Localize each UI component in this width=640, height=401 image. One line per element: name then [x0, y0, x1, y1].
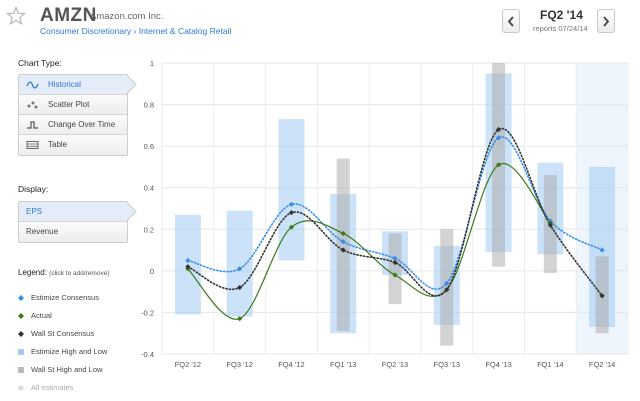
y-tick-label: 0.2	[144, 225, 154, 234]
eps-history-chart: -0.4 -0.2 0 0.2 0.4 0.6 0.8 1 FQ2 '12 FQ3 '12 FQ4 …	[141, 59, 629, 369]
previous-quarter-button[interactable]	[502, 9, 520, 33]
estimize-consensus-point	[599, 247, 605, 253]
sector-breadcrumb[interactable]: Consumer Discretionary › Internet & Cata…	[40, 26, 232, 36]
x-tick-label: FQ2 '13	[382, 360, 408, 369]
company-name: Amazon.com Inc.	[90, 11, 164, 22]
table-icon	[26, 141, 39, 149]
square-icon	[18, 367, 24, 373]
estimize-consensus-point	[340, 239, 346, 245]
actual-point	[340, 230, 346, 237]
actual-line	[187, 162, 551, 320]
x-tick-label: FQ1 '14	[537, 360, 563, 369]
chart-type-label: Scatter Plot	[48, 100, 90, 109]
estimize-consensus-line	[187, 136, 603, 290]
y-tick-label: 0.4	[144, 184, 154, 193]
legend-hint: (click to add/remove)	[49, 270, 110, 277]
report-date: reports 07/24/14	[533, 24, 588, 33]
y-tick-label: 0.8	[144, 101, 154, 110]
ticker-symbol: AMZN	[40, 5, 97, 26]
y-tick-label: -0.2	[141, 308, 154, 317]
circle-icon	[18, 385, 24, 391]
estimize-consensus-point	[392, 255, 398, 261]
chart-type-historical[interactable]: Historical	[19, 75, 127, 95]
chevron-left-icon	[507, 16, 514, 27]
actual-point	[288, 224, 295, 230]
display-title: Display:	[18, 184, 49, 194]
display-selector: EPS Revenue	[18, 201, 128, 243]
legend-title-text: Legend:	[18, 268, 47, 277]
chart-type-scatter-plot[interactable]: Scatter Plot	[19, 95, 127, 115]
wall-st-range-bar	[388, 233, 402, 305]
legend-label: All estimates	[31, 383, 74, 392]
wall-st-consensus-point	[392, 259, 398, 266]
wall-st-range-bar	[336, 158, 350, 332]
legend-title: Legend: (click to add/remove)	[18, 268, 109, 277]
wave-icon	[26, 81, 39, 89]
wall-st-consensus-point	[185, 264, 191, 270]
chart-type-table[interactable]: Table	[19, 135, 127, 155]
estimize-consensus-point	[185, 257, 191, 264]
legend-label: Estimize High and Low	[31, 347, 108, 356]
y-tick-label: 1	[150, 59, 154, 68]
wall-st-consensus-line	[187, 127, 603, 297]
wall-st-consensus-point	[599, 293, 605, 299]
y-tick-label: 0.6	[144, 142, 154, 151]
legend-label: Estimize Consensus	[31, 293, 99, 302]
favorite-star-icon[interactable]	[6, 6, 26, 26]
estimize-range-bar	[278, 119, 305, 261]
diamond-icon	[18, 331, 24, 337]
actual-point	[392, 272, 398, 278]
wall-st-consensus-point	[288, 210, 295, 216]
display-eps[interactable]: EPS	[19, 202, 127, 222]
estimize-consensus-point	[288, 201, 295, 207]
estimize-range-bar	[226, 210, 253, 317]
chart-type-title: Chart Type:	[18, 58, 62, 68]
display-revenue[interactable]: Revenue	[19, 222, 127, 242]
y-tick-label: 0	[150, 267, 154, 276]
scatter-icon	[27, 101, 38, 109]
next-quarter-button[interactable]	[597, 9, 615, 33]
quarter-title: FQ2 '14	[540, 8, 583, 22]
chart-type-label: Historical	[48, 80, 81, 89]
estimize-consensus-point	[495, 135, 502, 141]
wall-st-consensus-point	[547, 222, 553, 228]
step-icon	[27, 121, 38, 129]
x-tick-label: FQ4 '12	[278, 360, 304, 369]
actual-point	[495, 162, 502, 168]
actual-point	[237, 316, 243, 322]
chart-type-change-over-time[interactable]: Change Over Time	[19, 115, 127, 135]
x-tick-label: FQ2 '12	[175, 360, 201, 369]
diamond-icon	[18, 295, 24, 301]
wall-st-consensus-point	[237, 284, 243, 291]
chart-type-label: Change Over Time	[48, 120, 116, 129]
y-tick-label: -0.4	[141, 350, 154, 359]
x-tick-label: FQ4 '13	[485, 360, 511, 369]
square-icon	[18, 349, 24, 355]
chevron-right-icon	[603, 16, 610, 27]
x-tick-label: FQ2 '14	[589, 360, 615, 369]
diamond-icon	[18, 313, 24, 319]
chart-type-label: Table	[48, 140, 68, 149]
legend-label: Actual	[31, 311, 52, 320]
x-tick-label: FQ1 '13	[330, 360, 356, 369]
chart-type-selector: Historical Scatter Plot Change Over Time…	[18, 74, 128, 156]
wall-st-consensus-point	[340, 247, 346, 253]
estimize-consensus-point	[237, 266, 243, 272]
x-tick-label: FQ3 '13	[434, 360, 460, 369]
legend-label: Wall St High and Low	[31, 365, 103, 374]
legend-label: Wall St Consensus	[31, 329, 95, 338]
x-tick-label: FQ3 '12	[226, 360, 252, 369]
